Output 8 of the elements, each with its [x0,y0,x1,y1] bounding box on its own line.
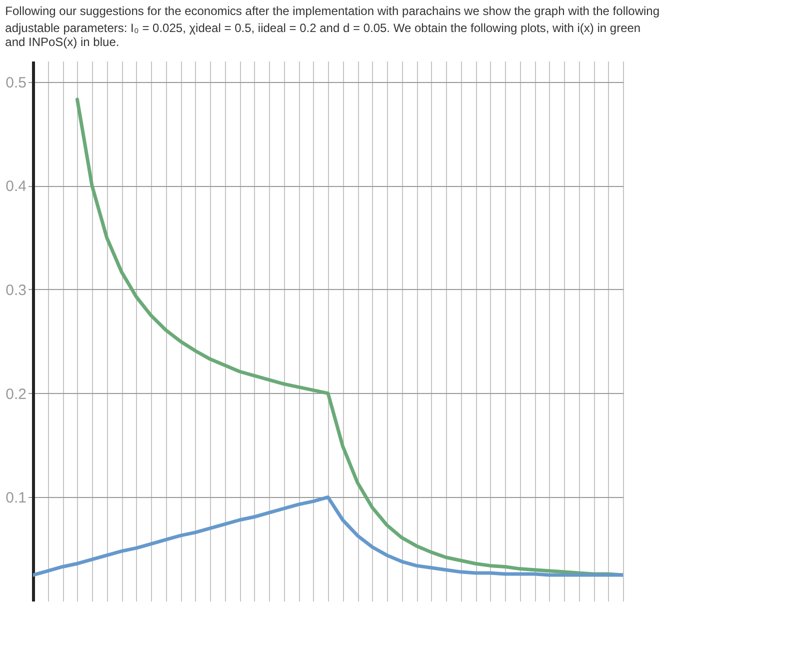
text: and INPoS(x) in blue. [5,35,120,49]
chart-subtitle: adjustable parameters: I₀ = 0.025, χideal = 0.5, iideal = 0.2 and d = 0.05. We obtain the following plots, with i(x) in green [5,21,641,35]
y-tick-label: 0.2 [6,386,26,403]
y-tick-label: 0.3 [6,282,26,299]
chart-title: Following our suggestions for the economics after the implementation with parachains we show the graph with the following [5,4,660,18]
y-tick-label: 0.4 [6,178,26,196]
y-tick-label: 0.5 [6,74,26,92]
y-tick-label: 0.1 [6,490,26,507]
